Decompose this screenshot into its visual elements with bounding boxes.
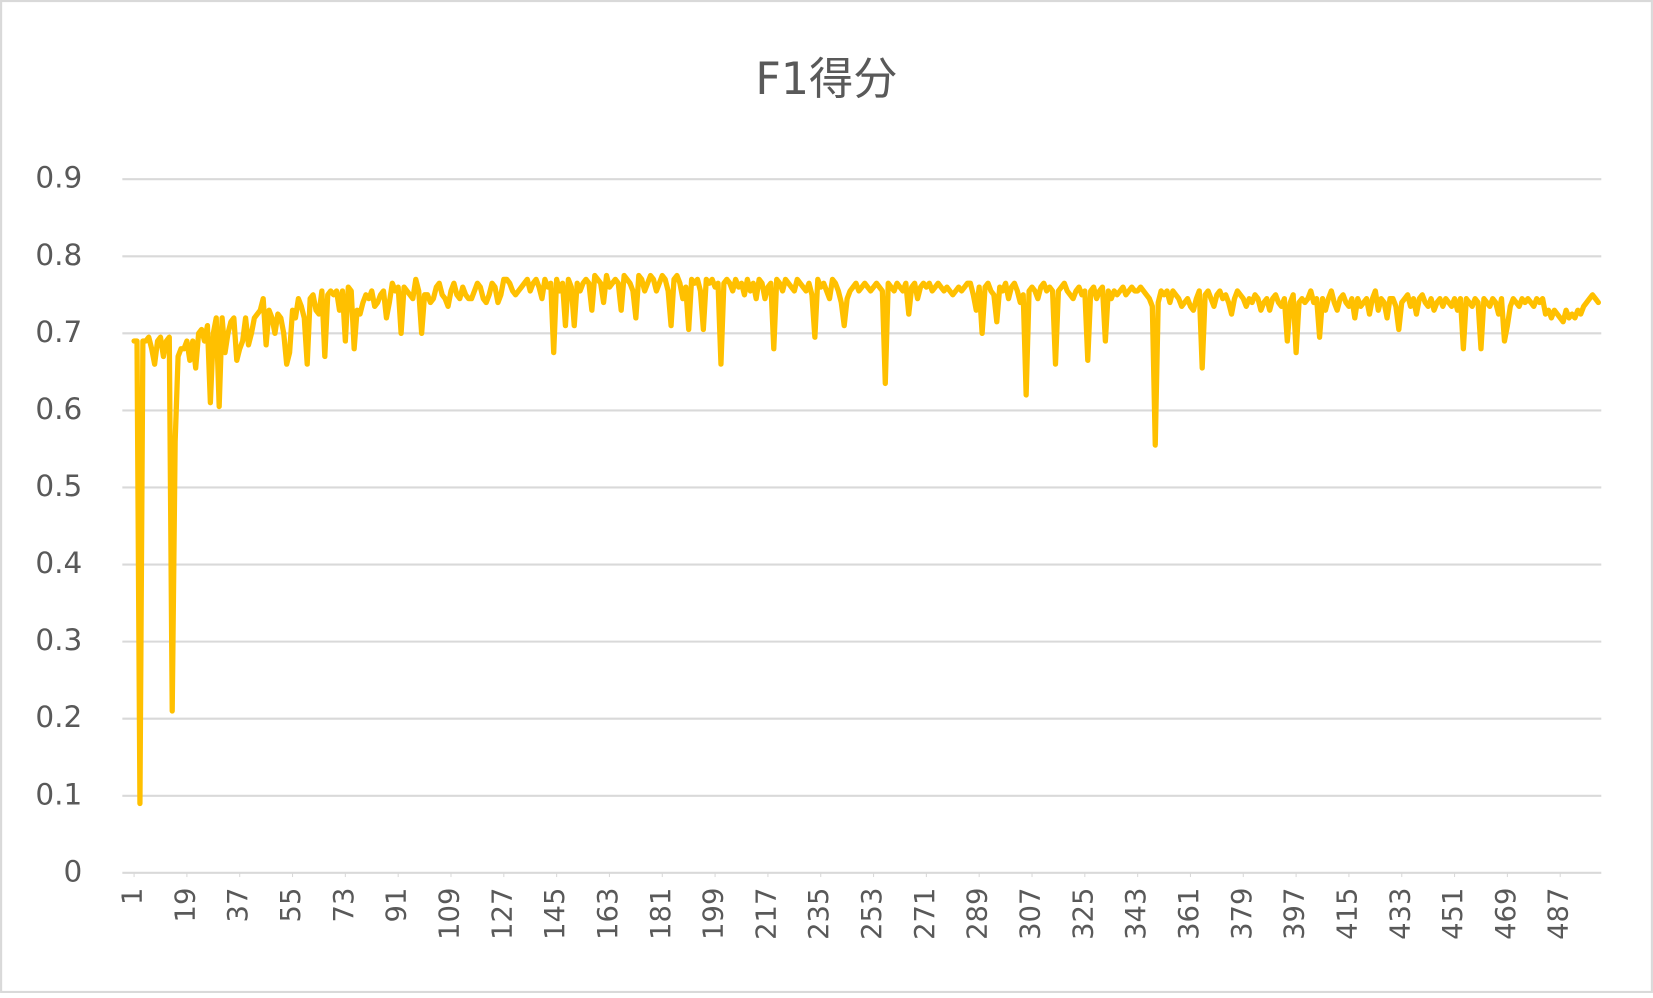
x-tick-label: 361 <box>1174 888 1205 940</box>
x-tick-label: 19 <box>170 888 201 923</box>
x-tick-label: 415 <box>1332 888 1363 940</box>
x-tick-label: 163 <box>593 888 624 940</box>
x-tick-label: 469 <box>1491 888 1522 940</box>
x-tick-label: 91 <box>382 888 413 923</box>
y-tick-label: 0.1 <box>35 777 82 811</box>
data-line <box>131 272 1601 807</box>
x-tick-label: 145 <box>540 888 571 940</box>
y-tick-label: 0.7 <box>35 315 82 349</box>
x-tick-label: 109 <box>434 888 465 940</box>
x-tick-label: 73 <box>329 888 360 923</box>
y-tick-label: 0.3 <box>35 623 82 657</box>
y-tick-label: 0.5 <box>35 469 82 503</box>
y-tick-label: 0.6 <box>35 392 82 426</box>
x-tick-label: 325 <box>1068 888 1099 940</box>
x-tick-label: 37 <box>223 888 254 923</box>
y-tick-label: 0.4 <box>35 546 82 580</box>
x-tick-label: 271 <box>910 888 941 940</box>
x-tick-label: 127 <box>487 888 518 940</box>
y-tick-label: 0.9 <box>35 161 82 195</box>
x-tick-label: 199 <box>699 888 730 940</box>
y-tick-label: 0 <box>63 854 82 888</box>
x-tick-label: 343 <box>1121 888 1152 940</box>
x-tick-label: 379 <box>1227 888 1258 940</box>
x-tick-label: 289 <box>963 888 994 940</box>
x-tick-label: 433 <box>1385 888 1416 940</box>
x-tick-label: 307 <box>1016 888 1047 940</box>
x-tick-label: 451 <box>1438 888 1469 940</box>
x-tick-label: 235 <box>804 888 835 940</box>
x-tick-label: 397 <box>1280 888 1311 940</box>
x-tick-label: 217 <box>751 888 782 940</box>
x-tick-label: 181 <box>646 888 677 940</box>
x-tick-label: 1 <box>118 888 149 905</box>
chart-title: F1得分 <box>755 54 897 105</box>
x-tick-label: 253 <box>857 888 888 940</box>
x-tick-label: 55 <box>276 888 307 923</box>
x-tick-label: 487 <box>1544 888 1575 940</box>
y-tick-label: 0.2 <box>35 700 82 734</box>
y-tick-label: 0.8 <box>35 238 82 272</box>
